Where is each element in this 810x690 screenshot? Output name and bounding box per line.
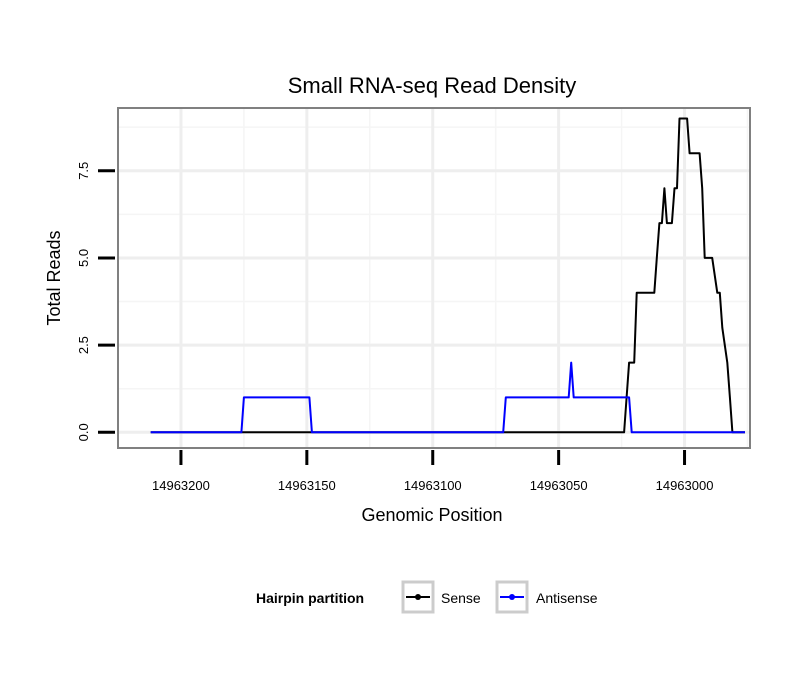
legend: Hairpin partition Sense Antisense	[256, 580, 598, 614]
x-axis-title: Genomic Position	[361, 505, 502, 525]
legend-key-antisense	[495, 580, 529, 614]
grid-lines	[118, 108, 750, 448]
series-lines	[150, 117, 745, 434]
y-axis-title: Total Reads	[44, 230, 64, 325]
y-tick-label: 5.0	[76, 249, 91, 267]
legend-label-antisense: Antisense	[536, 590, 598, 606]
legend-item-antisense: Antisense	[495, 580, 598, 614]
legend-title: Hairpin partition	[256, 590, 364, 606]
legend-key-dot-sense	[415, 594, 421, 600]
plot-panel-border	[117, 107, 751, 449]
x-tick-label: 14963100	[404, 478, 462, 493]
legend-label-sense: Sense	[441, 590, 481, 606]
y-axis: 0.0 2.5 5.0 7.5	[76, 162, 115, 441]
y-tick-label: 2.5	[76, 336, 91, 354]
y-tick-label: 7.5	[76, 162, 91, 180]
chart-title: Small RNA-seq Read Density	[288, 73, 577, 98]
legend-key-dot-antisense	[509, 594, 515, 600]
x-axis: 14963200 14963150 14963100 14963050 14963000	[152, 450, 713, 493]
x-tick-label: 14963200	[152, 478, 210, 493]
x-tick-label: 14963050	[530, 478, 588, 493]
y-tick-label: 0.0	[76, 423, 91, 441]
series-line-antisense	[150, 361, 745, 434]
x-tick-label: 14963150	[278, 478, 336, 493]
x-tick-label: 14963000	[656, 478, 714, 493]
series-line-sense	[150, 117, 745, 434]
legend-item-sense: Sense	[401, 580, 481, 614]
